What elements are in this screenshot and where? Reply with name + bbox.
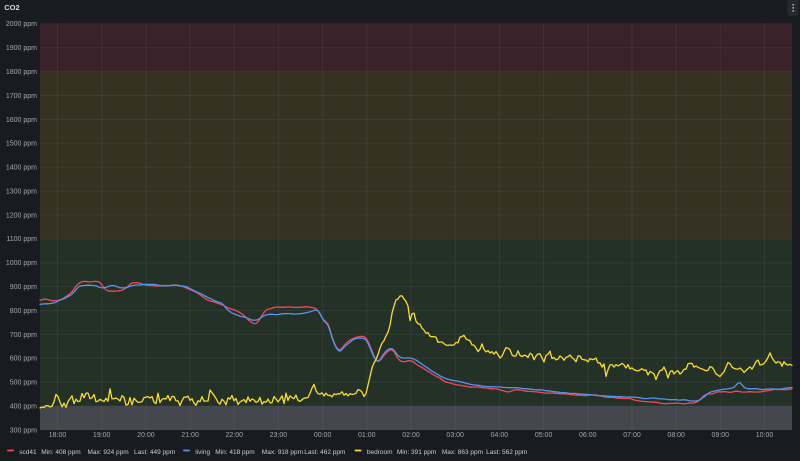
svg-text:07:00: 07:00 — [623, 432, 641, 439]
svg-text:23:00: 23:00 — [270, 432, 288, 439]
svg-text:Last: 449 ppm: Last: 449 ppm — [134, 449, 175, 456]
svg-text:00:00: 00:00 — [314, 432, 332, 439]
svg-text:CO2: CO2 — [4, 3, 19, 12]
svg-text:800 ppm: 800 ppm — [10, 308, 37, 315]
svg-text:1400 ppm: 1400 ppm — [6, 165, 37, 172]
svg-text:1300 ppm: 1300 ppm — [6, 189, 37, 196]
svg-text:21:00: 21:00 — [181, 432, 199, 439]
svg-text:22:00: 22:00 — [226, 432, 244, 439]
svg-text:Last: 562 ppm: Last: 562 ppm — [486, 449, 527, 456]
svg-text:Last: 462 ppm: Last: 462 ppm — [304, 449, 345, 456]
svg-text:scd41: scd41 — [19, 449, 37, 456]
svg-text:living: living — [195, 449, 210, 456]
svg-text:09:00: 09:00 — [712, 432, 730, 439]
svg-text:18:00: 18:00 — [49, 432, 67, 439]
svg-text:Min: 408 ppm: Min: 408 ppm — [41, 449, 80, 456]
svg-text:1800 ppm: 1800 ppm — [6, 69, 37, 76]
svg-text:04:00: 04:00 — [491, 432, 509, 439]
svg-text:08:00: 08:00 — [667, 432, 685, 439]
svg-text:Max: 863 ppm: Max: 863 ppm — [442, 449, 483, 456]
svg-text:500 ppm: 500 ppm — [10, 380, 37, 387]
svg-text:400 ppm: 400 ppm — [10, 404, 37, 411]
svg-text:Max: 924 ppm: Max: 924 ppm — [88, 449, 129, 456]
svg-text:1200 ppm: 1200 ppm — [6, 212, 37, 219]
svg-text:1100 ppm: 1100 ppm — [6, 236, 37, 243]
svg-text:10:00: 10:00 — [756, 432, 774, 439]
svg-text:Min: 418 ppm: Min: 418 ppm — [215, 449, 254, 456]
svg-text:Max: 918 ppm: Max: 918 ppm — [262, 449, 303, 456]
svg-text:700 ppm: 700 ppm — [10, 332, 37, 339]
svg-text:300 ppm: 300 ppm — [10, 427, 37, 434]
svg-text:Min: 391 ppm: Min: 391 ppm — [397, 449, 436, 456]
svg-text:900 ppm: 900 ppm — [10, 284, 37, 291]
svg-text:03:00: 03:00 — [446, 432, 464, 439]
svg-text:1000 ppm: 1000 ppm — [6, 260, 37, 267]
svg-text:06:00: 06:00 — [579, 432, 597, 439]
svg-text:1900 ppm: 1900 ppm — [6, 45, 37, 52]
svg-text:bedroom: bedroom — [367, 449, 393, 456]
svg-text:20:00: 20:00 — [137, 432, 155, 439]
svg-text:1700 ppm: 1700 ppm — [6, 93, 37, 100]
svg-text:600 ppm: 600 ppm — [10, 356, 37, 363]
svg-text:2000 ppm: 2000 ppm — [6, 21, 37, 28]
svg-text:19:00: 19:00 — [93, 432, 111, 439]
svg-text:1500 ppm: 1500 ppm — [6, 141, 37, 148]
svg-text:1600 ppm: 1600 ppm — [6, 117, 37, 124]
svg-text:05:00: 05:00 — [535, 432, 553, 439]
svg-text:01:00: 01:00 — [358, 432, 376, 439]
svg-text:02:00: 02:00 — [402, 432, 420, 439]
